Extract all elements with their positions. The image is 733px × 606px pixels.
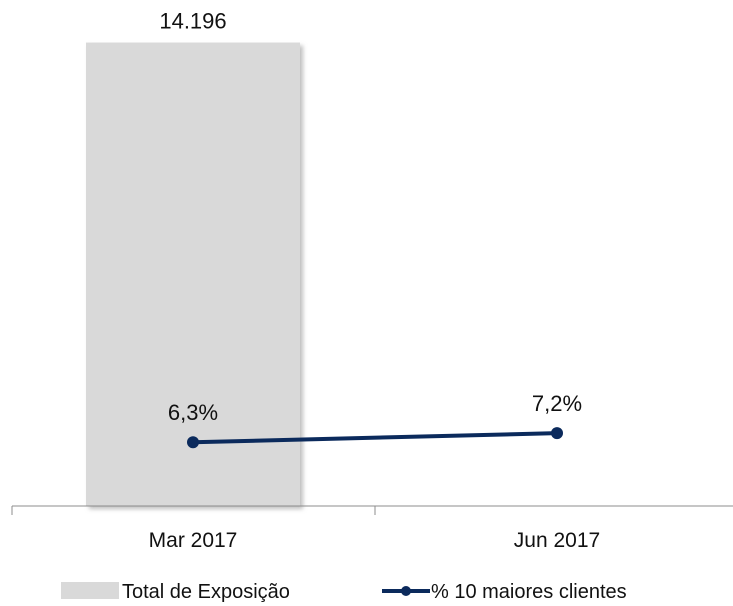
line-path — [192, 431, 558, 445]
legend-label-bar: Total de Exposição — [122, 581, 290, 603]
legend: Total de Exposição % 10 maiores clientes — [61, 581, 627, 603]
category-label-2: Jun 2017 — [514, 529, 600, 552]
line-series — [187, 427, 563, 449]
x-axis-ticks — [11, 506, 376, 515]
bar-series — [86, 42, 300, 507]
bar-1 — [86, 42, 300, 507]
bar-value-label-1: 14.196 — [159, 9, 226, 34]
line-value-label-1: 6,3% — [168, 400, 218, 425]
legend-swatch-marker — [401, 586, 411, 596]
x-axis-tick-labels: Mar 2017 Jun 2017 — [149, 529, 601, 552]
legend-swatch-bar — [61, 582, 119, 599]
data-labels: 14.196 6,3% 7,2% — [159, 9, 582, 426]
category-label-1: Mar 2017 — [149, 529, 238, 552]
legend-label-line: % 10 maiores clientes — [431, 581, 627, 603]
line-point-1 — [187, 436, 199, 449]
line-value-label-2: 7,2% — [532, 391, 582, 416]
line-point-2 — [551, 427, 563, 440]
